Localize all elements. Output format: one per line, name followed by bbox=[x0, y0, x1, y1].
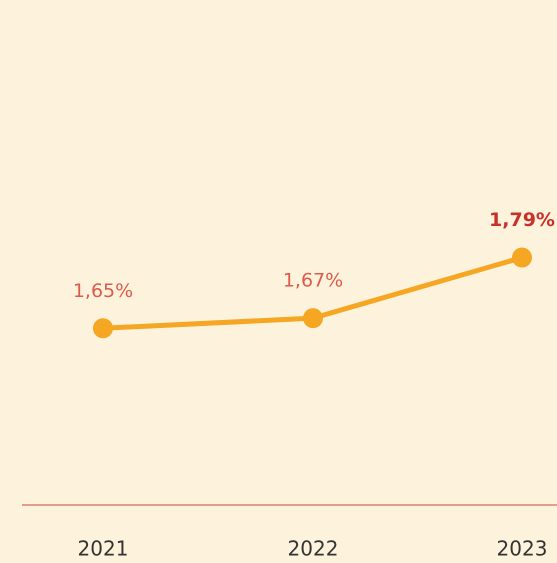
value-label: 1,65% bbox=[73, 280, 133, 302]
point bbox=[93, 318, 113, 339]
point bbox=[303, 308, 323, 329]
value-label: 1,67% bbox=[283, 270, 343, 292]
x-tick-label: 2021 bbox=[78, 537, 129, 561]
x-tick-label: 2023 bbox=[497, 537, 548, 561]
point bbox=[512, 247, 532, 268]
x-tick-label: 2022 bbox=[288, 537, 339, 561]
value-label: 1,79% bbox=[489, 209, 555, 231]
